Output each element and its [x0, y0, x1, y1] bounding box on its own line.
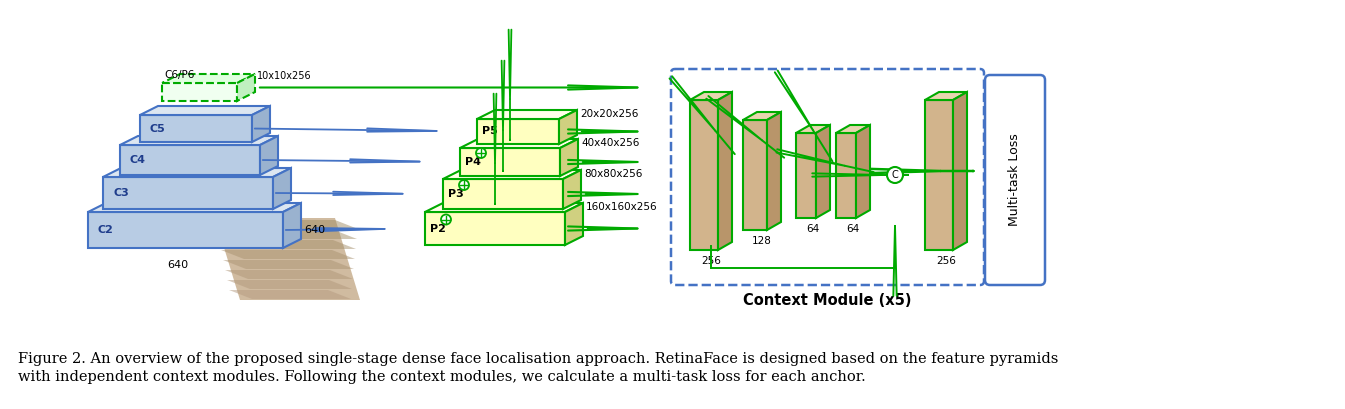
Polygon shape	[425, 212, 565, 245]
Text: Multi-task Loss: Multi-task Loss	[1009, 134, 1021, 226]
Polygon shape	[718, 92, 732, 250]
Text: C5: C5	[151, 124, 165, 133]
Polygon shape	[925, 92, 967, 100]
Polygon shape	[215, 218, 360, 300]
Text: C6/P6: C6/P6	[164, 70, 195, 80]
Text: 640: 640	[167, 260, 188, 270]
Polygon shape	[120, 136, 278, 145]
Polygon shape	[796, 125, 830, 133]
Text: C3: C3	[113, 188, 129, 198]
Polygon shape	[796, 133, 816, 218]
Polygon shape	[564, 170, 581, 209]
Polygon shape	[837, 133, 855, 218]
Polygon shape	[560, 110, 577, 144]
Polygon shape	[219, 240, 356, 249]
Text: 64: 64	[846, 224, 859, 234]
Polygon shape	[477, 119, 560, 144]
Circle shape	[476, 148, 486, 158]
Text: 80x80x256: 80x80x256	[584, 169, 643, 179]
Text: 64: 64	[807, 224, 819, 234]
Polygon shape	[560, 139, 578, 176]
Polygon shape	[215, 220, 358, 229]
Polygon shape	[460, 139, 578, 148]
Polygon shape	[104, 168, 291, 177]
Polygon shape	[260, 136, 278, 175]
Text: 40x40x256: 40x40x256	[581, 138, 639, 148]
Polygon shape	[443, 179, 564, 209]
Polygon shape	[252, 106, 270, 142]
Polygon shape	[223, 260, 354, 269]
Text: P4: P4	[465, 157, 482, 167]
Polygon shape	[816, 125, 830, 218]
Polygon shape	[237, 74, 256, 101]
Circle shape	[441, 214, 451, 225]
Text: 20x20x256: 20x20x256	[580, 109, 639, 119]
Polygon shape	[104, 177, 273, 209]
Text: Context Module (x5): Context Module (x5)	[744, 293, 912, 308]
Polygon shape	[273, 168, 291, 209]
Circle shape	[886, 167, 902, 183]
Polygon shape	[767, 112, 781, 230]
Polygon shape	[229, 290, 351, 299]
Text: 128: 128	[752, 236, 772, 246]
Polygon shape	[460, 148, 560, 176]
Circle shape	[459, 180, 469, 190]
Polygon shape	[120, 145, 260, 175]
Text: P3: P3	[448, 189, 464, 199]
Polygon shape	[742, 112, 781, 120]
Text: P5: P5	[482, 126, 498, 137]
Text: 160x160x256: 160x160x256	[586, 202, 658, 212]
Text: P2: P2	[430, 223, 447, 234]
Polygon shape	[477, 110, 577, 119]
Text: C4: C4	[130, 155, 147, 165]
Text: C: C	[892, 170, 898, 180]
Text: Figure 2. An overview of the proposed single-stage dense face localisation appro: Figure 2. An overview of the proposed si…	[17, 352, 1059, 366]
Polygon shape	[443, 170, 581, 179]
Polygon shape	[87, 212, 282, 248]
Polygon shape	[855, 125, 870, 218]
FancyBboxPatch shape	[985, 75, 1045, 285]
Polygon shape	[87, 203, 301, 212]
Polygon shape	[161, 83, 237, 101]
Polygon shape	[425, 203, 582, 212]
Polygon shape	[282, 203, 301, 248]
Polygon shape	[954, 92, 967, 250]
FancyBboxPatch shape	[671, 69, 985, 285]
Polygon shape	[140, 115, 252, 142]
Polygon shape	[217, 230, 356, 239]
Text: with independent context modules. Following the context modules, we calculate a : with independent context modules. Follow…	[17, 370, 866, 384]
Polygon shape	[225, 270, 352, 279]
Polygon shape	[565, 203, 582, 245]
Polygon shape	[690, 92, 732, 100]
Polygon shape	[690, 100, 718, 250]
Polygon shape	[140, 106, 270, 115]
Polygon shape	[227, 280, 352, 289]
Polygon shape	[925, 100, 954, 250]
Polygon shape	[161, 74, 256, 83]
Text: 256: 256	[936, 256, 956, 266]
Polygon shape	[221, 250, 355, 259]
Polygon shape	[837, 125, 870, 133]
Text: 256: 256	[701, 256, 721, 266]
Text: 640: 640	[304, 225, 325, 235]
Text: 10x10x256: 10x10x256	[257, 71, 312, 81]
Polygon shape	[742, 120, 767, 230]
Text: C2: C2	[98, 225, 114, 235]
